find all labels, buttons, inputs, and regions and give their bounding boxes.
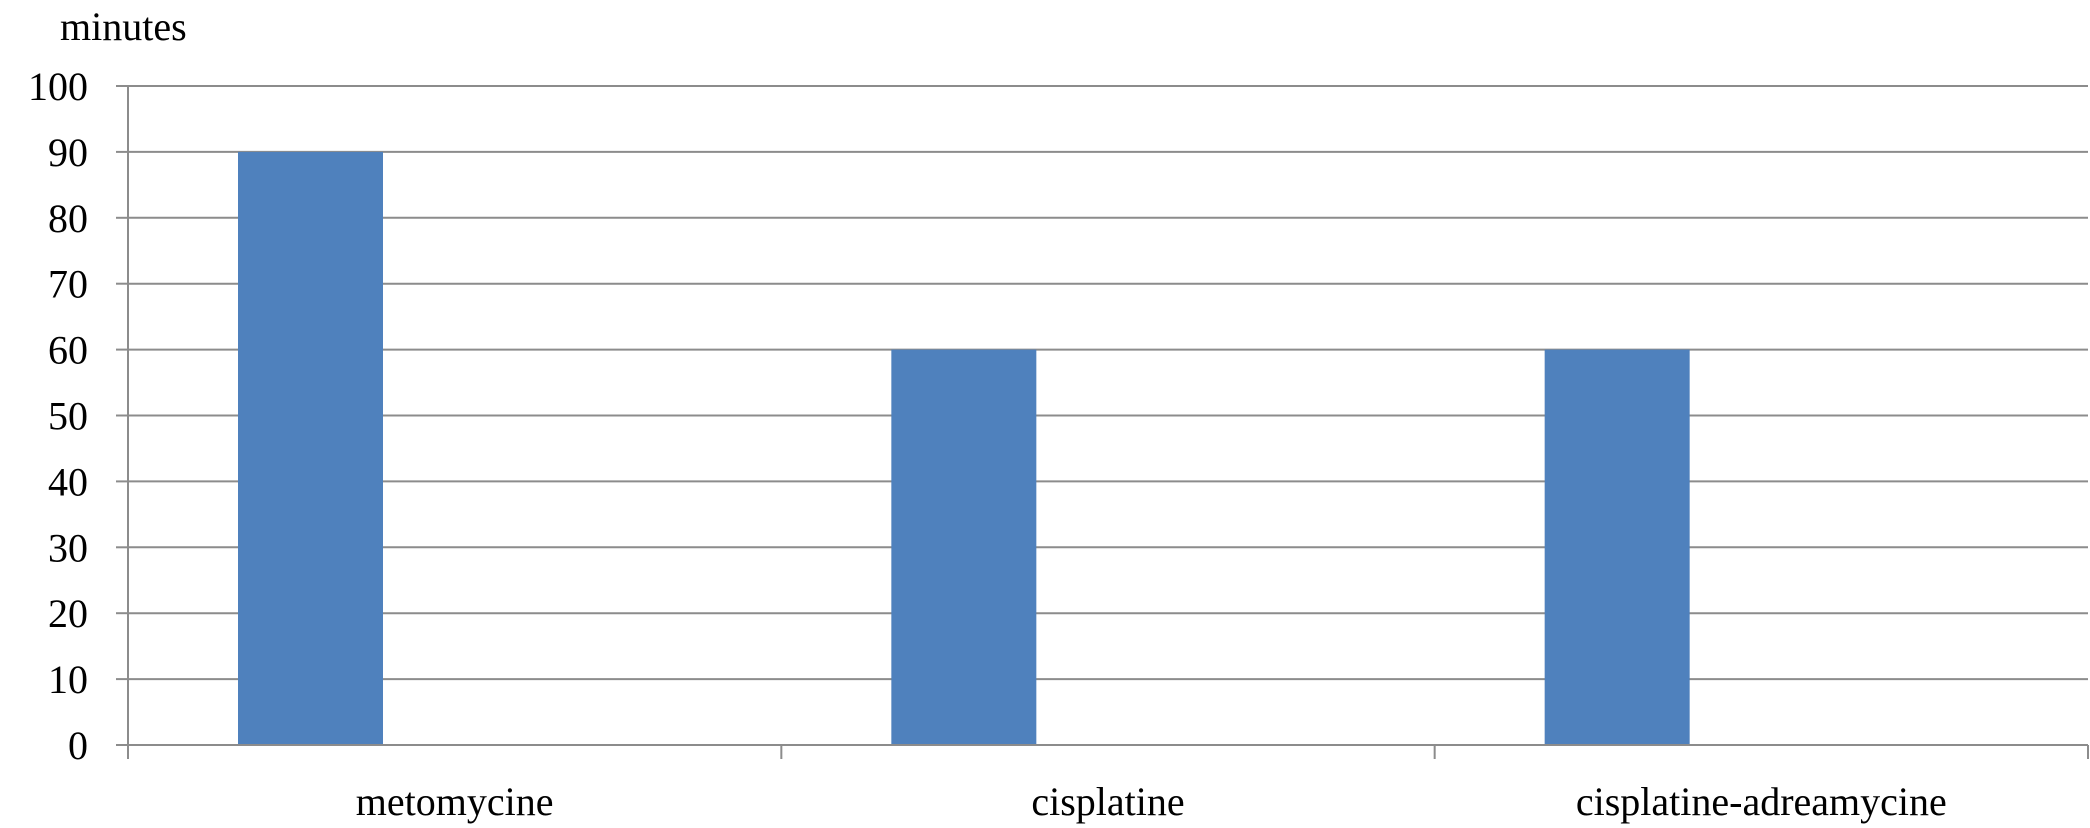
y-tick-label: 20 [48,591,88,636]
y-tick-label: 80 [48,196,88,241]
y-tick-label: 100 [28,64,88,109]
x-category-label: cisplatine [1031,779,1184,824]
x-category-labels: metomycine cisplatine cisplatine-adreamyci… [356,779,1947,824]
bar [1544,349,1690,745]
y-tick-label: 10 [48,657,88,702]
bar [891,349,1037,745]
y-tick-label: 90 [48,130,88,175]
y-axis-title: minutes [60,4,187,49]
bars [238,151,1690,745]
bar [238,151,383,745]
gridlines [128,85,2088,681]
y-tick-label: 0 [68,723,88,768]
axes [116,85,2089,759]
y-tick-label: 50 [48,394,88,439]
x-category-label: cisplatine-adreamycine [1576,779,1947,824]
x-category-label: metomycine [356,779,554,824]
y-tick-label: 30 [48,525,88,570]
y-tick-label: 40 [48,459,88,504]
y-tick-label: 70 [48,262,88,307]
y-tick-labels: 0 10 20 30 40 50 60 70 80 90 100 [28,64,88,768]
y-tick-label: 60 [48,328,88,373]
